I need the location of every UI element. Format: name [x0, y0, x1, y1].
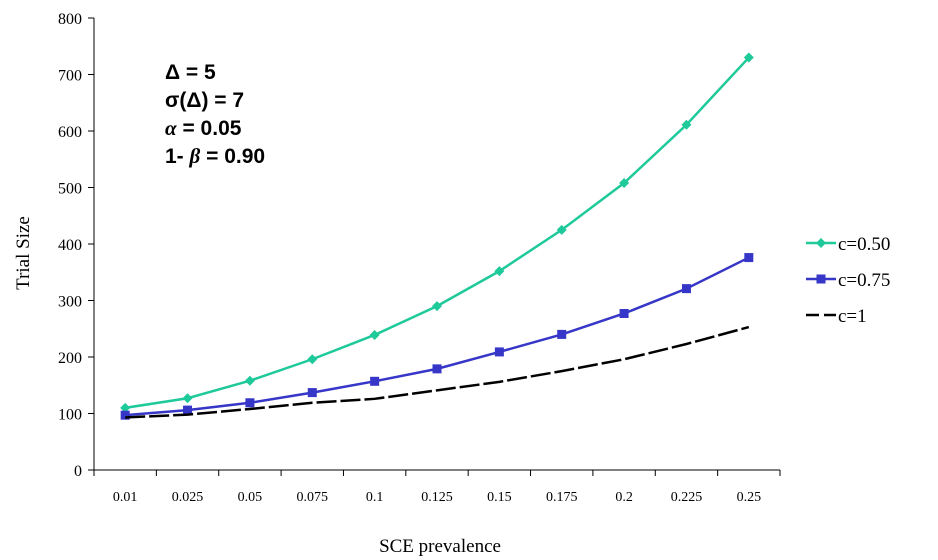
y-tick-label: 700 [58, 68, 82, 85]
data-point-c-0-75 [245, 398, 255, 408]
legend-label: c=1 [838, 306, 867, 327]
x-tick-label: 0.175 [546, 490, 578, 505]
y-tick-label: 600 [58, 124, 82, 141]
x-tick-label: 0.15 [487, 490, 512, 505]
y-tick-label: 100 [58, 407, 82, 424]
legend: c=0.50 c=0.75 c=1 [806, 234, 890, 327]
y-tick-label: 800 [58, 11, 82, 28]
data-point-c-0-50 [681, 119, 692, 130]
data-point-c-0-75 [307, 388, 317, 398]
data-point-c-0-50 [307, 354, 318, 365]
data-point-c-0-50 [494, 266, 505, 277]
x-tick-label: 0.25 [737, 490, 762, 505]
x-axis: 0.01 0.025 0.05 0.075 0.1 0.125 0.15 0.175 0.2 0.… [93, 469, 781, 505]
data-point-c-0-75 [557, 329, 567, 339]
data-point-c-0-75 [432, 364, 442, 374]
x-tick-label: 0.025 [172, 490, 204, 505]
data-point-c-0-50 [432, 301, 442, 312]
series-c-1 [125, 325, 750, 419]
data-point-c-0-75 [370, 376, 380, 386]
y-tick-label: 500 [58, 181, 82, 198]
data-point-c-0-50 [369, 329, 380, 340]
data-point-c-0-50 [244, 375, 255, 386]
annotation-line: σ(Δ) = 7 [165, 89, 244, 112]
annotation-line: 1- β = 0.90 [165, 144, 265, 168]
series-c-0-75 [120, 253, 754, 420]
legend-entry-c-0-75: c=0.75 [806, 270, 890, 291]
data-point-c-0-50 [120, 402, 131, 413]
x-tick-label: 0.2 [615, 490, 633, 505]
annotation-line: α = 0.05 [165, 116, 242, 140]
y-axis-title: Trial Size [13, 216, 34, 290]
parameter-annotation: Δ = 5 σ(Δ) = 7 α = 0.05 1- β = 0.90 [165, 61, 265, 168]
y-tick-label: 400 [58, 237, 82, 254]
data-point-c-0-75 [494, 347, 504, 357]
y-tick-label: 300 [58, 294, 82, 311]
legend-entry-c-1: c=1 [806, 306, 867, 327]
x-tick-label: 0.05 [238, 490, 263, 505]
y-tick-label: 0 [74, 463, 82, 480]
annotation-line: Δ = 5 [165, 61, 216, 84]
data-point-c-0-50 [556, 224, 567, 235]
x-tick-label: 0.225 [671, 490, 703, 505]
series-line-c-1 [125, 325, 750, 419]
x-tick-label: 0.1 [366, 490, 384, 505]
legend-marker [816, 274, 826, 284]
x-tick-label: 0.125 [421, 490, 453, 505]
data-point-c-0-75 [681, 284, 691, 294]
legend-label: c=0.75 [838, 270, 890, 291]
data-point-c-0-75 [120, 410, 130, 420]
legend-label: c=0.50 [838, 234, 890, 255]
data-point-c-0-75 [619, 308, 629, 318]
data-point-c-0-75 [744, 253, 754, 263]
data-point-c-0-50 [619, 177, 630, 188]
y-tick-label: 200 [58, 350, 82, 367]
x-axis-title: SCE prevalence [379, 536, 501, 557]
data-point-c-0-50 [182, 393, 193, 404]
data-point-c-0-50 [743, 52, 754, 63]
series-layer [120, 52, 754, 420]
legend-marker [816, 238, 826, 248]
x-tick-label: 0.075 [297, 490, 329, 505]
data-point-c-0-75 [183, 405, 193, 415]
x-tick-label: 0.01 [113, 490, 138, 505]
legend-entry-c-0-50: c=0.50 [806, 234, 890, 255]
series-c-0-50 [120, 52, 754, 413]
y-axis: 0 100 200 300 400 500 600 700 800 [58, 11, 95, 480]
